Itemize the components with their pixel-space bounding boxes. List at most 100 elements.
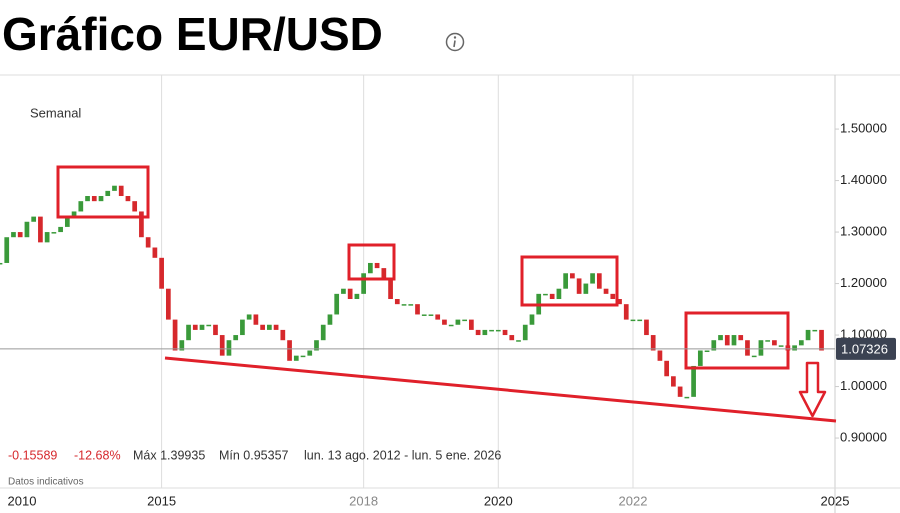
candle bbox=[751, 355, 757, 358]
candle bbox=[745, 340, 750, 356]
candle bbox=[240, 319, 245, 336]
timeframe[interactable]: Semanal bbox=[30, 105, 81, 120]
candle bbox=[623, 304, 629, 320]
candle bbox=[772, 340, 777, 346]
candle bbox=[637, 319, 643, 322]
candle bbox=[812, 329, 818, 332]
candle bbox=[341, 288, 346, 294]
candle bbox=[805, 329, 811, 341]
candle bbox=[704, 350, 710, 353]
candle bbox=[489, 329, 494, 332]
candle bbox=[738, 335, 744, 341]
y-tick-label: 1.00000 bbox=[840, 378, 887, 393]
candle bbox=[118, 185, 124, 197]
candle bbox=[657, 350, 663, 361]
candle bbox=[718, 335, 723, 341]
candle bbox=[401, 304, 407, 306]
max: Máx 1.39935 bbox=[133, 448, 205, 462]
candle bbox=[172, 319, 178, 351]
candle bbox=[78, 201, 84, 212]
y-tick-label: 1.30000 bbox=[840, 224, 887, 239]
highlight-box bbox=[684, 311, 790, 370]
x-tick-label: 2015 bbox=[147, 493, 176, 508]
down-arrow bbox=[798, 361, 827, 418]
candle bbox=[159, 257, 164, 289]
candle bbox=[11, 232, 16, 238]
candle bbox=[509, 335, 515, 341]
candle bbox=[253, 314, 259, 325]
change-pct: -12.68% bbox=[74, 448, 121, 462]
candle bbox=[462, 319, 467, 322]
candle bbox=[165, 288, 171, 320]
candle bbox=[112, 185, 117, 191]
candle bbox=[287, 340, 292, 361]
candle bbox=[583, 283, 589, 294]
x-tick-label: 2020 bbox=[484, 493, 513, 508]
candle bbox=[179, 340, 185, 351]
last-price-label: 1.07326 bbox=[841, 341, 888, 356]
candle bbox=[334, 293, 340, 315]
candle bbox=[778, 345, 784, 347]
candle bbox=[145, 237, 151, 248]
candle bbox=[152, 247, 158, 258]
candle bbox=[24, 221, 30, 238]
candle bbox=[408, 304, 414, 306]
candle bbox=[691, 365, 696, 397]
candle bbox=[563, 273, 569, 289]
candle bbox=[105, 190, 111, 197]
x-tick-label: 2018 bbox=[349, 493, 378, 508]
candle bbox=[91, 196, 97, 202]
candle bbox=[199, 324, 205, 330]
candle bbox=[361, 273, 366, 294]
candle bbox=[98, 196, 104, 202]
candle bbox=[233, 335, 239, 341]
candle bbox=[792, 345, 797, 351]
candle bbox=[186, 324, 191, 341]
candle bbox=[731, 335, 737, 346]
candle bbox=[226, 340, 232, 356]
candle bbox=[125, 196, 131, 202]
candle bbox=[556, 288, 562, 300]
candle bbox=[388, 278, 393, 300]
candle bbox=[368, 262, 373, 274]
chart-title: Gráfico EUR/USD bbox=[2, 8, 383, 60]
candle bbox=[347, 288, 353, 300]
candle bbox=[603, 288, 609, 294]
change: -0.15589 bbox=[8, 448, 57, 462]
candle bbox=[206, 324, 212, 327]
candle bbox=[671, 376, 676, 387]
y-tick-label: 0.90000 bbox=[840, 429, 887, 444]
candle bbox=[260, 324, 265, 330]
annotations bbox=[56, 165, 837, 423]
candle bbox=[617, 299, 622, 305]
candle bbox=[44, 232, 50, 243]
highlight-box bbox=[347, 243, 396, 281]
candle bbox=[798, 340, 804, 346]
candle bbox=[415, 304, 420, 315]
x-tick-label: 2010 bbox=[8, 493, 37, 508]
last-price-box bbox=[836, 337, 896, 360]
candle bbox=[300, 355, 306, 358]
candle bbox=[516, 340, 521, 342]
candle bbox=[684, 396, 690, 399]
y-tick-label: 1.10000 bbox=[840, 326, 887, 341]
candle bbox=[428, 314, 434, 316]
candle bbox=[17, 232, 23, 238]
candle bbox=[442, 319, 447, 325]
candle bbox=[192, 324, 198, 330]
y-tick-label: 1.50000 bbox=[840, 121, 887, 136]
candle bbox=[482, 329, 488, 336]
x-tick-label: 2025 bbox=[821, 493, 850, 508]
candle bbox=[819, 329, 824, 351]
candle bbox=[502, 329, 508, 336]
candle bbox=[630, 319, 636, 322]
min: Mín 0.95357 bbox=[219, 448, 289, 462]
info-icon[interactable] bbox=[445, 32, 465, 52]
timeframe-box[interactable] bbox=[18, 100, 98, 126]
y-tick-label: 1.40000 bbox=[840, 172, 887, 187]
candle bbox=[307, 350, 313, 356]
highlight-box bbox=[520, 255, 619, 307]
candle bbox=[724, 335, 730, 346]
candle bbox=[4, 237, 10, 263]
